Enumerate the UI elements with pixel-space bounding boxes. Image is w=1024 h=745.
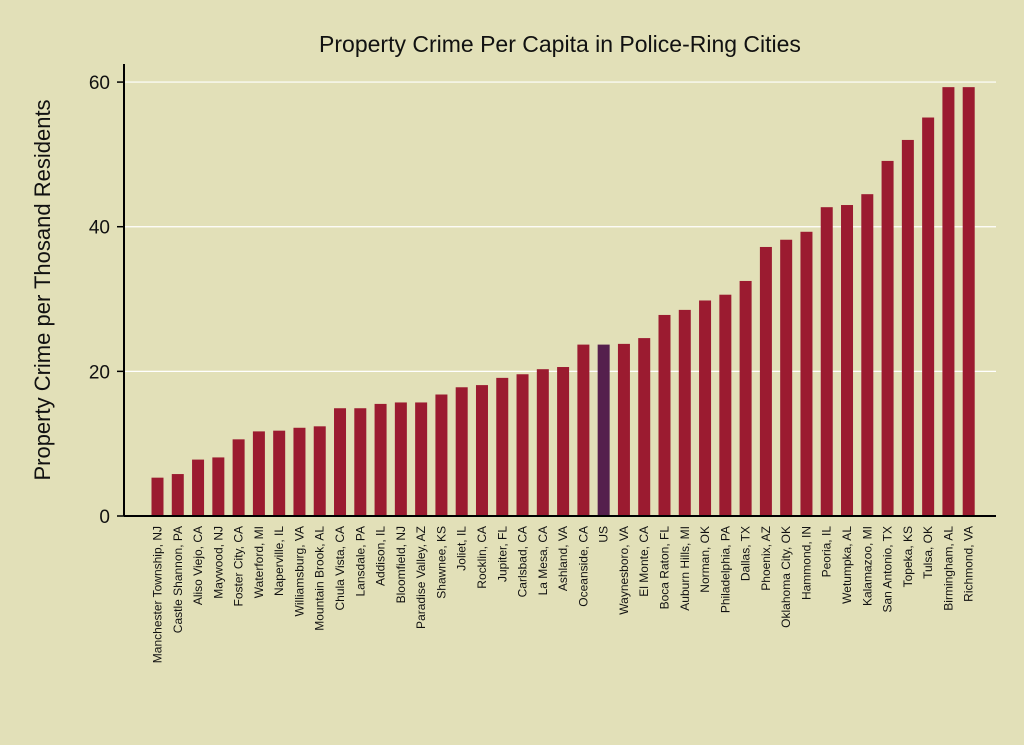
x-tick-label: Topeka, KS — [901, 526, 915, 587]
bar — [496, 377, 509, 516]
bar — [739, 280, 752, 516]
bar — [475, 385, 488, 516]
x-tick-label: Carlsbad, CA — [516, 526, 530, 597]
bar — [800, 231, 813, 516]
x-tick-label: Auburn Hills, MI — [678, 526, 692, 611]
bar — [516, 374, 529, 516]
bar — [617, 343, 630, 516]
bar — [455, 387, 468, 516]
x-tick-label: Joliet, IL — [455, 526, 469, 571]
x-tick-label: Norman, OK — [698, 526, 712, 593]
bar — [942, 87, 955, 517]
y-ticks: 0 20 40 60 — [89, 73, 124, 528]
x-tick-label: Maywood, NJ — [211, 526, 225, 599]
bar — [252, 431, 265, 516]
bar — [212, 457, 225, 516]
bar — [962, 87, 975, 517]
bar — [354, 408, 367, 516]
x-tick-labels: Manchester Township, NJ Castle Shannon, P… — [151, 526, 976, 664]
x-tick-label: Phoenix, AZ — [759, 526, 773, 591]
x-tick-label: Dallas, TX — [739, 526, 753, 581]
x-tick-label: Bloomfield, NJ — [394, 526, 408, 603]
bar — [658, 314, 671, 516]
bar — [780, 239, 793, 516]
bar — [415, 402, 428, 516]
y-tick-label: 20 — [89, 362, 110, 383]
bar — [394, 402, 407, 516]
x-tick-label: Peoria, IL — [820, 526, 834, 578]
axes — [123, 64, 996, 517]
x-tick-label: Birmingham, AL — [941, 526, 955, 611]
bar — [313, 426, 326, 516]
x-tick-label: Castle Shannon, PA — [171, 526, 185, 633]
bars — [151, 87, 975, 517]
bar — [881, 160, 894, 516]
bar — [232, 439, 245, 516]
bar — [334, 408, 347, 516]
chart-title: Property Crime Per Capita in Police-Ring… — [319, 31, 801, 57]
x-tick-label: Chula Vista, CA — [333, 526, 347, 611]
bar — [557, 367, 570, 516]
bar — [151, 477, 164, 516]
x-tick-label: Naperville, IL — [272, 526, 286, 596]
y-axis-label: Property Crime per Thosand Residents — [30, 99, 55, 480]
x-tick-label: Williamsburg, VA — [292, 526, 306, 616]
bar — [678, 309, 691, 516]
x-tick-label: Oklahoma City, OK — [779, 526, 793, 628]
x-tick-label: US — [597, 526, 611, 543]
bar — [192, 459, 205, 516]
bar — [699, 300, 712, 516]
x-tick-label: San Antonio, TX — [881, 526, 895, 613]
x-tick-label: Waynesboro, VA — [617, 526, 631, 615]
x-tick-label: Boca Raton, FL — [658, 526, 672, 610]
bar — [171, 474, 184, 516]
x-tick-label: Aliso Viejo, CA — [191, 526, 205, 605]
bar — [293, 427, 306, 516]
bar — [861, 194, 874, 516]
bar — [374, 403, 387, 516]
x-tick-label: Addison, IL — [374, 526, 388, 586]
bar — [901, 139, 914, 516]
x-tick-label: Tulsa, OK — [921, 526, 935, 579]
x-tick-label: Hammond, IN — [799, 526, 813, 600]
bar — [577, 344, 590, 516]
x-tick-label: Oceanside, CA — [576, 526, 590, 607]
y-tick-label: 0 — [99, 507, 110, 528]
bar — [536, 369, 549, 516]
x-tick-label: Wetumpka, AL — [840, 526, 854, 604]
y-tick-label: 60 — [89, 73, 110, 94]
x-tick-label: Richmond, VA — [962, 526, 976, 602]
bar — [841, 205, 854, 517]
bar-us-highlight — [597, 344, 610, 516]
bar — [273, 430, 286, 516]
bar — [922, 117, 935, 517]
x-tick-label: Mountain Brook, AL — [313, 526, 327, 631]
x-tick-label: Shawnee, KS — [434, 526, 448, 599]
bar — [759, 246, 772, 516]
bar — [435, 394, 448, 516]
x-tick-label: Waterford, MI — [252, 526, 266, 598]
y-tick-label: 40 — [89, 218, 110, 239]
x-tick-label: Rocklin, CA — [475, 526, 489, 589]
x-tick-label: Jupiter, FL — [495, 526, 509, 582]
bar — [719, 294, 732, 516]
x-tick-label: Kalamazoo, MI — [860, 526, 874, 606]
x-tick-label: Paradise Valley, AZ — [414, 526, 428, 629]
x-tick-label: Ashland, VA — [556, 526, 570, 591]
x-tick-label: Lansdale, PA — [353, 526, 367, 597]
x-tick-label: Philadelphia, PA — [718, 526, 732, 613]
x-tick-label: La Mesa, CA — [536, 526, 550, 595]
x-tick-label: Manchester Township, NJ — [151, 526, 165, 663]
x-tick-label: El Monte, CA — [637, 526, 651, 597]
x-tick-label: Foster City, CA — [232, 526, 246, 606]
bar — [820, 207, 833, 516]
bar — [638, 338, 651, 516]
